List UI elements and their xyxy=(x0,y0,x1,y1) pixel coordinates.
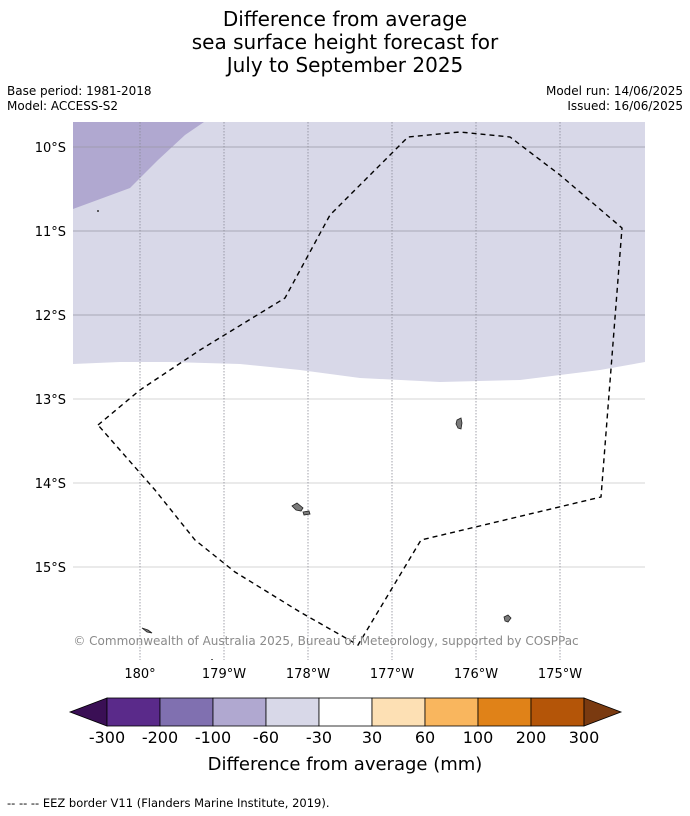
tick-label: -60 xyxy=(253,728,279,747)
colorbar-bin-5 xyxy=(318,697,373,727)
lat-label-11s: 11°S xyxy=(35,225,66,240)
colorbar-bin-2 xyxy=(159,697,214,727)
colorbar-extend-low xyxy=(68,697,108,727)
tick-label: 300 xyxy=(569,728,600,747)
latitude-labels: 10°S 11°S 12°S 13°S 14°S 15°S xyxy=(35,141,66,576)
eez-legend: -- -- -- EEZ border V11 (Flanders Marine… xyxy=(7,796,330,810)
title-line-2: sea surface height forecast for xyxy=(191,30,499,54)
tick-label: -100 xyxy=(195,728,231,747)
colorbar-bin-6 xyxy=(371,697,426,727)
colorbar xyxy=(68,697,623,727)
map-title: Difference from average sea surface heig… xyxy=(0,8,690,77)
title-line-1: Difference from average xyxy=(222,7,468,31)
colorbar-label: Difference from average (mm) xyxy=(208,754,483,775)
island-southwest xyxy=(141,627,153,634)
anomaly-region-minus60-minus30 xyxy=(73,122,645,382)
model-name: Model: ACCESS-S2 xyxy=(7,99,119,113)
latitude-gridlines xyxy=(73,146,645,568)
tick-label: 30 xyxy=(362,728,382,747)
eez-border xyxy=(97,131,623,646)
meta-left: Base period: 1981-2018 Model: ACCESS-S2 xyxy=(7,84,152,114)
colorbar-extend-high xyxy=(583,697,623,727)
lat-label-14s: 14°S xyxy=(35,477,66,492)
lon-label-179w: 179°W xyxy=(202,667,246,682)
model-run: Model run: 14/06/2025 xyxy=(545,84,683,98)
lat-label-15s: 15°S xyxy=(35,561,66,576)
meta-right: Model run: 14/06/2025 Issued: 16/06/2025 xyxy=(546,84,683,114)
colorbar-bin-8 xyxy=(477,697,532,727)
tick-label: -30 xyxy=(306,728,332,747)
island-south xyxy=(211,659,213,660)
island-east xyxy=(455,417,463,430)
anomaly-region-minus100-minus60 xyxy=(73,122,204,209)
colorbar-bin-9 xyxy=(530,697,585,727)
issued-date: Issued: 16/06/2025 xyxy=(567,99,683,113)
colorbar-bin-7 xyxy=(424,697,479,727)
tick-label: 60 xyxy=(415,728,435,747)
island-central-small xyxy=(302,510,311,516)
tick-label: -300 xyxy=(89,728,125,747)
tick-label: 100 xyxy=(463,728,494,747)
lon-label-178w: 178°W xyxy=(286,667,330,682)
longitude-labels: 180° 179°W 178°W 177°W 176°W 175°W xyxy=(124,667,582,682)
island-northwest xyxy=(97,210,99,212)
lat-label-10s: 10°S xyxy=(35,141,66,156)
title-line-3: July to September 2025 xyxy=(226,53,464,77)
map-area: © Commonwealth of Australia 2025, Bureau… xyxy=(73,122,645,660)
lon-label-176w: 176°W xyxy=(454,667,498,682)
lon-label-180: 180° xyxy=(124,667,155,682)
colorbar-bin-3 xyxy=(212,697,267,727)
island-central xyxy=(291,502,304,512)
lon-label-175w: 175°W xyxy=(538,667,582,682)
colorbar-bin-4 xyxy=(265,697,320,727)
longitude-gridlines xyxy=(139,122,561,660)
base-period: Base period: 1981-2018 xyxy=(7,84,152,98)
lat-label-13s: 13°S xyxy=(35,393,66,408)
tick-label: 200 xyxy=(516,728,547,747)
lat-label-12s: 12°S xyxy=(35,309,66,324)
copyright-text: © Commonwealth of Australia 2025, Bureau… xyxy=(73,634,578,648)
tick-label: -200 xyxy=(142,728,178,747)
colorbar-tick-labels: -300 -200 -100 -60 -30 30 60 100 200 300 xyxy=(89,728,599,747)
island-southeast xyxy=(503,614,512,623)
colorbar-bin-1 xyxy=(106,697,161,727)
lon-label-177w: 177°W xyxy=(370,667,414,682)
